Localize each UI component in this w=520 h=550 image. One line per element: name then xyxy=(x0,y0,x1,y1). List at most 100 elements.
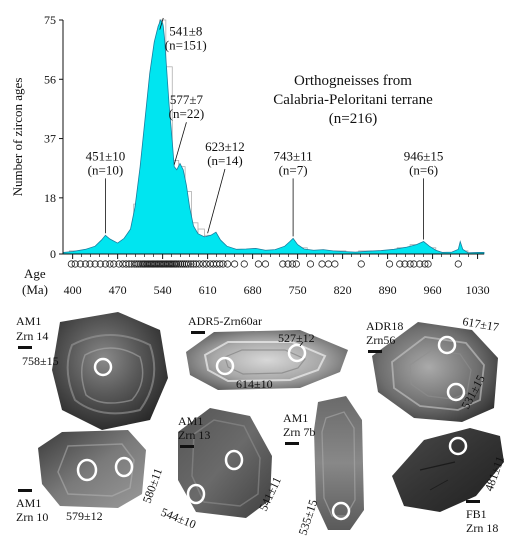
age-marker xyxy=(292,260,300,268)
age-marker xyxy=(331,260,339,268)
grain-label-line-1: AM1 xyxy=(16,314,41,328)
zircon-grain-image xyxy=(372,322,498,422)
peak-age-label: 623±12 xyxy=(205,139,245,154)
spot-age: 614±10 xyxy=(236,377,273,391)
age-marker xyxy=(454,260,462,268)
age-marker xyxy=(67,260,75,268)
growth-zoning xyxy=(81,347,144,404)
age-marker xyxy=(216,260,224,268)
growth-zoning xyxy=(57,443,135,497)
grain-label-line-1: AM1 xyxy=(178,414,203,428)
growth-zoning xyxy=(203,341,327,383)
age-marker xyxy=(175,260,183,268)
age-marker xyxy=(396,260,404,268)
age-marker xyxy=(187,260,195,268)
chart-title-line-3: (n=216) xyxy=(329,111,377,127)
y-tick-label: 37 xyxy=(44,132,56,146)
x-tick-label: 680 xyxy=(244,283,262,297)
age-marker xyxy=(202,260,210,268)
analysis-spot xyxy=(287,343,307,363)
chart-title-line-1: Orthogneisses from xyxy=(294,73,412,89)
y-tick-label: 18 xyxy=(44,191,56,205)
age-marker xyxy=(101,260,110,268)
callout-line xyxy=(299,341,304,347)
zircon-grain-image xyxy=(314,396,364,530)
age-marker xyxy=(71,260,79,268)
x-tick-label: 610 xyxy=(199,283,217,297)
x-tick-label: 960 xyxy=(424,283,442,297)
age-marker xyxy=(424,260,432,268)
grain-label-line-2: Zrn 10 xyxy=(16,510,48,524)
analysis-spot xyxy=(114,456,134,478)
x-tick-label: 540 xyxy=(154,283,172,297)
grain-label-line-1: AM1 xyxy=(16,496,41,510)
age-marker xyxy=(279,260,287,268)
age-marker xyxy=(318,260,326,268)
grain-am1-zrn7b: AM1 Zrn 7b 535±15 xyxy=(283,396,364,537)
y-tick-label: 75 xyxy=(44,13,56,27)
peak-n-label: (n=22) xyxy=(169,106,205,121)
grain-label-line-2: Zrn 14 xyxy=(16,329,48,343)
x-tick-label: 820 xyxy=(334,283,352,297)
grain-label-line-1: ADR18 xyxy=(366,319,403,333)
crack xyxy=(419,461,456,471)
grain-fb1-zrn18: 481±11 FB1 Zrn 18 xyxy=(392,428,507,535)
zircon-grain-image xyxy=(38,430,146,508)
crack xyxy=(429,479,449,491)
age-marker xyxy=(178,260,187,268)
age-marker xyxy=(199,260,207,268)
age-marker xyxy=(130,260,138,268)
age-marker xyxy=(125,260,133,268)
x-axis-ticks: 400 470 540 610 680 750 820 890 960 1030 xyxy=(64,254,490,297)
grain-label-line-1: AM1 xyxy=(283,411,308,425)
scale-bar xyxy=(18,346,32,349)
peak-leader-line xyxy=(173,122,187,165)
spot-age: 535±15 xyxy=(296,498,321,537)
scale-bar xyxy=(285,442,299,445)
density-curve-area xyxy=(62,19,485,255)
age-marker xyxy=(401,260,409,268)
age-marker xyxy=(76,260,84,268)
analysis-spot xyxy=(224,449,244,471)
x-axis-unit: (Ma) xyxy=(22,282,48,297)
grain-adr5-zrn60ar: ADR5-Zrn60ar 527±12 614±10 xyxy=(186,314,348,391)
peak-n-label: (n=151) xyxy=(165,38,207,53)
age-marker xyxy=(284,260,292,268)
spot-age: 758±15 xyxy=(22,354,59,368)
analysis-spot xyxy=(93,357,113,377)
grain-am1-zrn10: AM1 Zrn 10 579±12 580±11 xyxy=(16,430,165,524)
peak-n-label: (n=10) xyxy=(88,162,124,177)
age-marker xyxy=(231,260,239,268)
age-marker xyxy=(177,260,185,268)
y-tick-label: 56 xyxy=(44,72,56,86)
spot-age: 527±12 xyxy=(278,331,315,345)
peak-leader-line xyxy=(207,168,226,234)
age-marker xyxy=(106,260,114,268)
age-marker xyxy=(261,260,270,268)
age-marker xyxy=(385,260,394,268)
histogram-bars xyxy=(69,19,469,255)
age-marker xyxy=(122,260,130,268)
peak-n-label: (n=7) xyxy=(279,162,308,177)
age-marker xyxy=(91,260,99,268)
y-axis-ticks: 0 18 37 56 75 xyxy=(44,13,63,261)
age-marker xyxy=(96,260,104,268)
peak-age-label: 743±11 xyxy=(274,148,313,163)
grain-am1-zrn14: AM1 Zrn 14 758±15 xyxy=(16,312,168,430)
age-marker xyxy=(182,260,191,268)
spot-age: 617±17 xyxy=(461,314,499,334)
x-axis-label: Age xyxy=(24,266,46,281)
age-marker xyxy=(421,260,429,268)
scale-bar xyxy=(191,331,205,334)
analysis-spot xyxy=(331,501,351,521)
y-tick-label: 0 xyxy=(50,247,56,261)
x-tick-label: 470 xyxy=(109,283,127,297)
grain-am1-zrn13: AM1 Zrn 13 544±10 541±11 xyxy=(159,408,284,531)
y-axis-label: Number of zircon ages xyxy=(10,78,25,197)
age-marker xyxy=(357,260,365,268)
growth-zoning xyxy=(66,334,156,415)
age-marker xyxy=(195,260,203,268)
x-tick-label: 1030 xyxy=(466,283,490,297)
grain-adr18-zrn56: ADR18 Zrn56 617±17 531±15 xyxy=(366,314,500,422)
age-marker xyxy=(406,260,414,268)
